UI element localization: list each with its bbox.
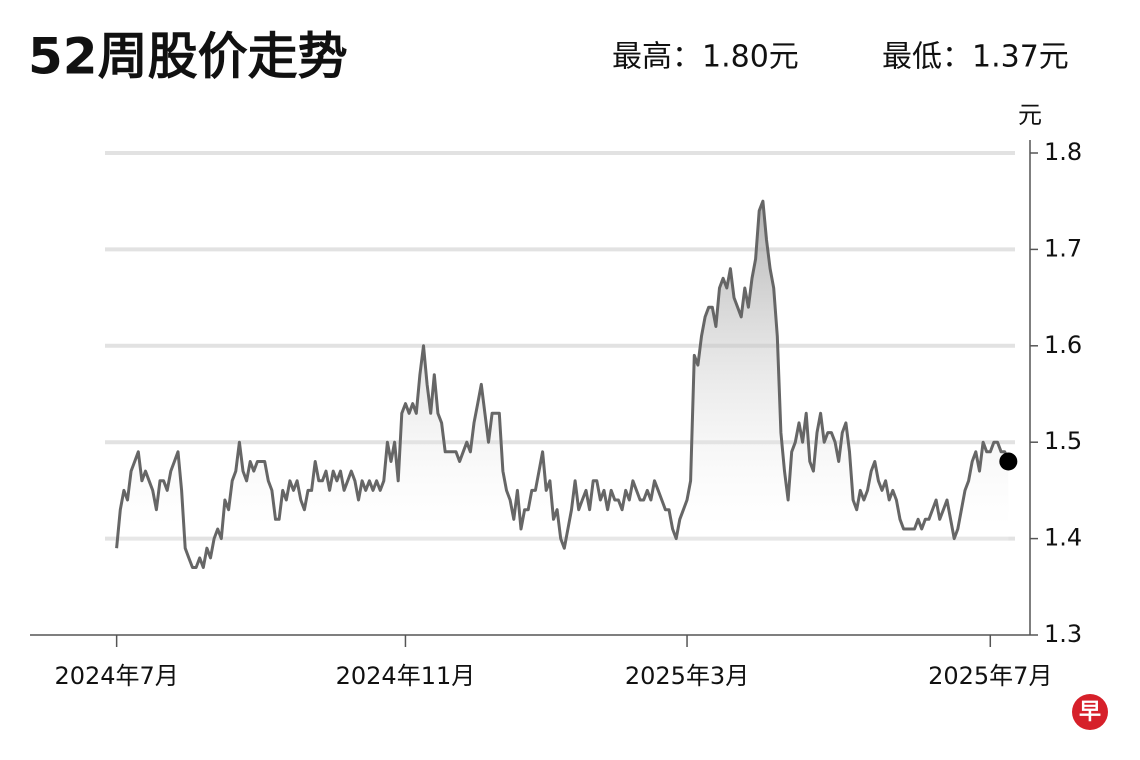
y-tick-label: 1.6 xyxy=(1044,331,1082,359)
last-price-dot xyxy=(999,452,1018,471)
y-tick-label: 1.4 xyxy=(1044,524,1082,552)
high-label: 最高：1.80元 xyxy=(612,40,799,75)
y-tick-label: 1.7 xyxy=(1044,234,1082,262)
price-line xyxy=(115,199,1010,569)
y-unit: 元 xyxy=(1018,101,1042,129)
x-tick-label: 2024年7月 xyxy=(54,662,178,690)
x-tick-label: 2025年3月 xyxy=(625,662,749,690)
y-tick-label: 1.5 xyxy=(1044,427,1082,455)
x-tick-label: 2024年11月 xyxy=(336,662,476,690)
x-tick-label: 2025年7月 xyxy=(928,662,1052,690)
y-tick-label: 1.8 xyxy=(1044,138,1082,166)
low-label: 最低：1.37元 xyxy=(882,40,1069,75)
y-tick-label: 1.3 xyxy=(1044,620,1082,648)
area-fill xyxy=(116,201,1009,635)
logo-badge xyxy=(1072,694,1108,730)
logo: 早 xyxy=(1079,700,1101,725)
chart-title: 52周股价走势 xyxy=(28,28,348,86)
